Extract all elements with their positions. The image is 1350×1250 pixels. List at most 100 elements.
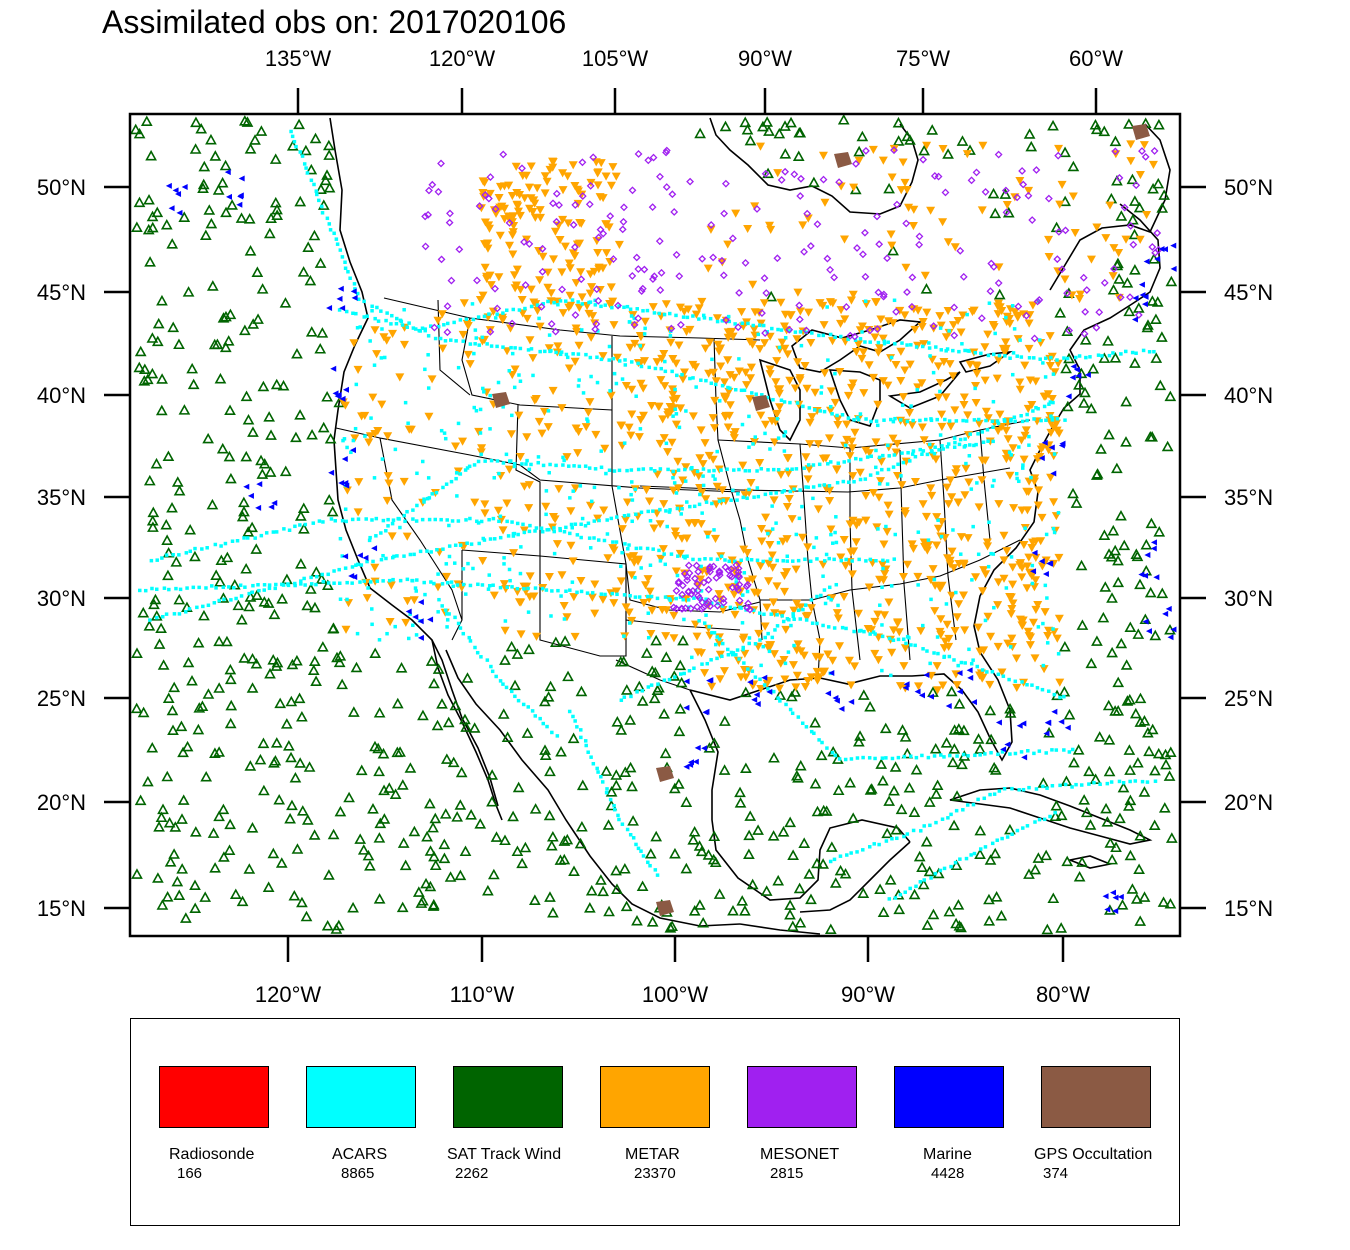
marine-marker xyxy=(342,553,349,560)
marine-marker xyxy=(351,573,358,580)
marine-marker xyxy=(165,182,172,189)
acars-marker xyxy=(235,539,240,543)
metar-marker xyxy=(609,546,619,555)
mesonet-marker xyxy=(552,217,561,226)
acars-marker xyxy=(1038,357,1042,361)
metar-marker xyxy=(999,556,1009,565)
acars-marker xyxy=(653,868,658,872)
acars-marker xyxy=(901,637,906,641)
metar-marker xyxy=(997,668,1007,677)
mesonet-marker xyxy=(551,327,560,336)
right-axis: 50°N 45°N 40°N 35°N 30°N 25°N 20°N 15°N xyxy=(1180,175,1273,921)
sat-track-wind-marker xyxy=(153,821,165,832)
metar-marker xyxy=(805,440,815,449)
acars-marker xyxy=(320,572,324,577)
acars-marker xyxy=(806,463,811,467)
metar-marker xyxy=(691,310,701,319)
acars-marker xyxy=(692,666,696,670)
acars-marker xyxy=(148,618,152,622)
acars-marker xyxy=(675,573,680,578)
metar-marker xyxy=(802,384,812,393)
acars-marker xyxy=(1021,787,1026,792)
metar-marker xyxy=(946,422,956,431)
acars-marker xyxy=(775,558,779,563)
metar-marker xyxy=(873,400,883,409)
acars-marker xyxy=(862,629,866,634)
metar-marker xyxy=(993,427,1003,436)
acars-marker xyxy=(541,463,546,468)
acars-marker xyxy=(626,513,631,517)
metar-marker xyxy=(787,515,797,524)
metar-marker xyxy=(823,650,833,659)
acars-marker xyxy=(509,459,513,463)
metar-marker xyxy=(975,647,985,656)
mesonet-marker xyxy=(662,146,671,155)
acars-marker xyxy=(1017,445,1021,449)
acars-marker xyxy=(154,587,159,592)
acars-marker xyxy=(802,466,806,471)
metar-marker xyxy=(993,601,1003,610)
sat-track-wind-marker xyxy=(1153,118,1165,130)
sat-track-wind-marker xyxy=(1103,765,1116,777)
sat-track-wind-marker xyxy=(546,831,559,842)
acars-marker xyxy=(812,545,816,550)
acars-marker xyxy=(350,581,354,585)
metar-marker xyxy=(719,667,729,676)
metar-marker xyxy=(700,669,710,678)
mesonet-marker xyxy=(421,212,430,221)
metar-marker xyxy=(1003,639,1013,648)
right-tick-label: 35°N xyxy=(1224,485,1273,510)
sat-track-wind-marker xyxy=(279,465,292,477)
sat-track-wind-marker xyxy=(1164,390,1177,402)
acars-marker xyxy=(337,308,342,312)
acars-marker xyxy=(445,612,449,616)
acars-marker xyxy=(643,326,647,331)
mesonet-marker xyxy=(795,315,804,324)
metar-marker xyxy=(354,478,364,487)
sat-track-wind-marker xyxy=(767,830,780,841)
metar-marker xyxy=(540,189,550,198)
sat-track-wind-marker xyxy=(181,740,194,752)
sat-track-wind-marker xyxy=(301,599,314,611)
acars-marker xyxy=(799,343,804,348)
acars-marker xyxy=(975,481,979,485)
acars-marker xyxy=(1047,402,1051,406)
sat-track-wind-marker xyxy=(251,266,264,277)
acars-marker xyxy=(1062,356,1066,360)
mesonet-marker xyxy=(851,159,860,168)
gps-occultation-marker xyxy=(492,392,510,408)
acars-marker xyxy=(607,468,612,473)
acars-marker xyxy=(354,382,359,387)
acars-marker xyxy=(767,649,772,654)
sat-track-wind-marker xyxy=(908,888,921,900)
metar-marker xyxy=(555,236,565,245)
marine-marker xyxy=(356,552,363,559)
acars-marker xyxy=(1009,453,1013,457)
mesonet-marker xyxy=(1129,240,1138,249)
metar-marker xyxy=(592,237,602,246)
metar-marker xyxy=(676,404,686,413)
metar-marker xyxy=(871,298,881,307)
acars-marker xyxy=(641,854,646,858)
sat-track-wind-marker xyxy=(373,765,385,777)
acars-marker xyxy=(206,603,211,608)
metar-marker xyxy=(598,352,608,361)
acars-marker xyxy=(1004,315,1008,320)
acars-marker xyxy=(351,438,356,443)
acars-marker xyxy=(473,342,477,346)
acars-marker xyxy=(343,266,348,271)
metar-marker xyxy=(801,612,811,621)
sat-track-wind-marker xyxy=(298,523,310,534)
metar-marker xyxy=(765,221,775,230)
metar-marker xyxy=(442,572,452,581)
metar-marker xyxy=(510,365,520,374)
acars-marker xyxy=(900,341,904,345)
acars-marker xyxy=(452,320,456,325)
metar-marker xyxy=(714,590,724,599)
marine-marker xyxy=(702,709,709,716)
metar-marker xyxy=(750,588,760,597)
right-tick-label: 50°N xyxy=(1224,175,1273,200)
acars-marker xyxy=(253,536,257,540)
metar-marker xyxy=(557,571,567,580)
marine-marker xyxy=(956,688,963,695)
